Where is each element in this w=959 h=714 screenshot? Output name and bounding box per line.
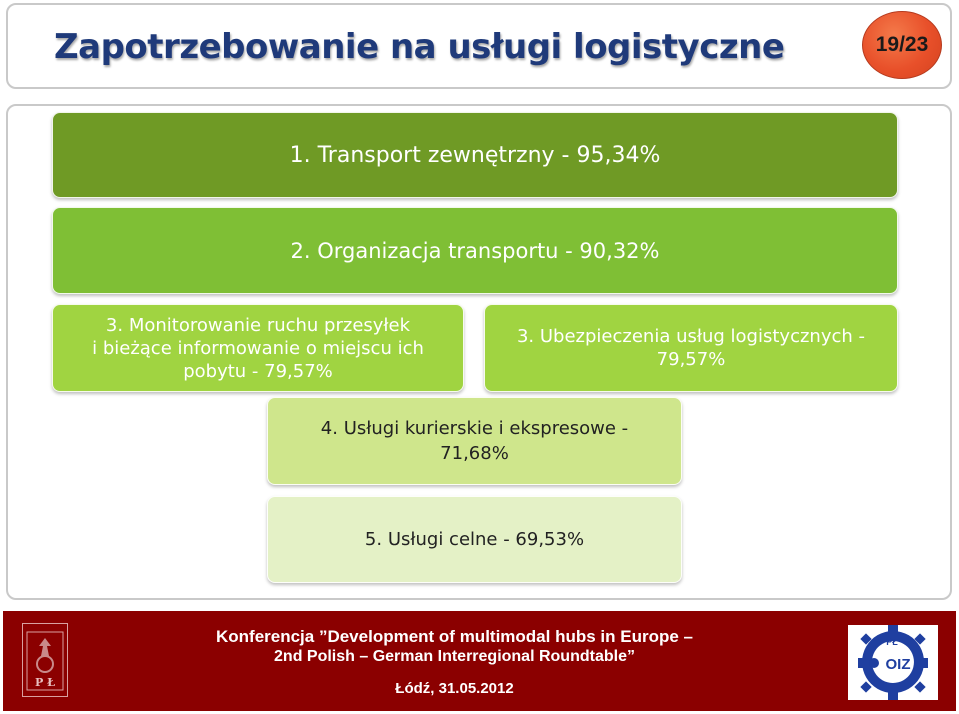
- footer-bar: Konferencja ”Development of multimodal h…: [3, 611, 956, 711]
- logo-right-lettering-pl: PŁ: [886, 637, 898, 647]
- item-line: 5. Usługi celne - 69,53%: [364, 529, 585, 550]
- item-line: 3. Ubezpieczenia usług logistycznych -: [516, 326, 865, 347]
- footer-conference-line: Konferencja ”Development of multimodal h…: [215, 627, 693, 646]
- oiz-logo: PŁ OIZ: [848, 625, 938, 700]
- item-line: 1. Transport zewnętrzny - 95,34%: [289, 142, 661, 168]
- university-emblem-logo: P Ł: [22, 623, 68, 697]
- slide-title: Zapotrzebowanie na usługi logistyczne: [54, 27, 785, 67]
- logo-right-lettering-oiz: OIZ: [886, 656, 911, 673]
- item-uslugi-celne: 5. Usługi celne - 69,53%: [267, 496, 682, 583]
- page-number-badge: 19/23: [862, 11, 942, 79]
- item-organizacja-transportu: 2. Organizacja transportu - 90,32%: [52, 207, 898, 294]
- item-line: 79,57%: [656, 349, 726, 370]
- item-ubezpieczenia: 3. Ubezpieczenia usług logistycznych - 7…: [484, 304, 898, 392]
- item-uslugi-kurierskie: 4. Usługi kurierskie i ekspresowe - 71,6…: [267, 397, 682, 485]
- item-line: 4. Usługi kurierskie i ekspresowe -: [320, 418, 629, 439]
- item-line: pobytu - 79,57%: [183, 360, 333, 382]
- logo-left-lettering: P Ł: [35, 676, 55, 689]
- item-line: i bieżące informowanie o miejscu ich: [92, 337, 424, 359]
- item-monitorowanie: 3. Monitorowanie ruchu przesyłek i bieżą…: [52, 304, 464, 392]
- footer-date-line: Łódź, 31.05.2012: [395, 680, 514, 697]
- title-bar: Zapotrzebowanie na usługi logistyczne: [6, 3, 952, 89]
- footer-roundtable-line: 2nd Polish – German Interregional Roundt…: [274, 648, 635, 665]
- item-transport-zewnetrzny: 1. Transport zewnętrzny - 95,34%: [52, 112, 898, 198]
- item-line: 2. Organizacja transportu - 90,32%: [290, 238, 660, 263]
- item-line: 71,68%: [440, 443, 509, 464]
- item-line: 3. Monitorowanie ruchu przesyłek: [105, 314, 411, 336]
